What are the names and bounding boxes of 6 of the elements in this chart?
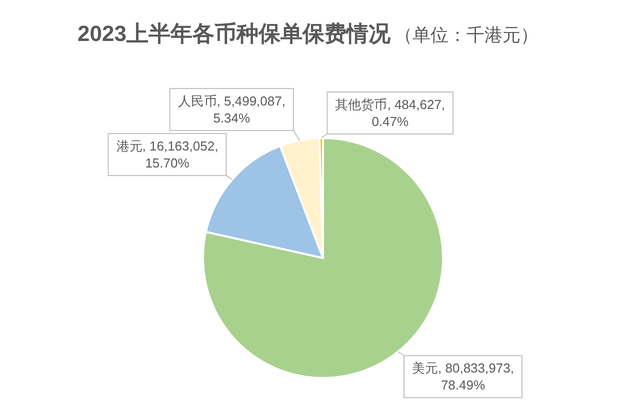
slice-label: 人民币, 5,499,087, 5.34%: [178, 94, 286, 126]
slice-label: 港元, 16,163,052, 15.70%: [116, 138, 218, 171]
slice-label: 其他货币, 484,627, 0.47%: [335, 97, 446, 130]
slice-label: 美元, 80,833,973, 78.49%: [412, 360, 514, 393]
chart-subtitle: （单位：千港元）: [394, 25, 538, 45]
chart-title: 2023上半年各币种保单保费情况: [78, 21, 392, 46]
